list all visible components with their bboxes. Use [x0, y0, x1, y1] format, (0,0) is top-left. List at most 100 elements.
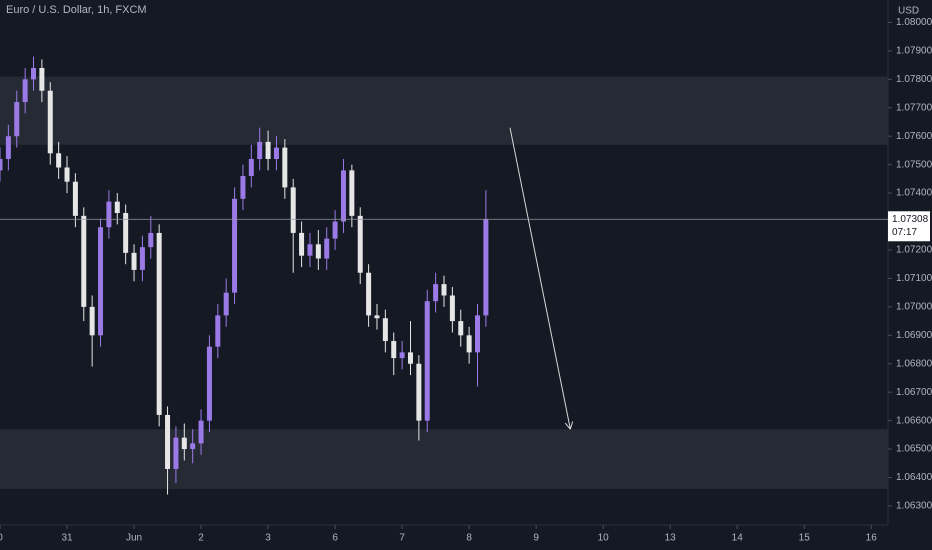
candle-body: [5, 136, 11, 159]
candle-body: [466, 335, 472, 353]
y-tick-label: 1.07500: [896, 159, 932, 170]
candle-body: [366, 272, 372, 316]
x-tick-label: 9: [533, 533, 539, 544]
arrow-line: [509, 127, 571, 430]
candle-body: [0, 158, 3, 171]
x-tick-label: 0: [0, 533, 3, 544]
candle-body: [265, 141, 271, 159]
candle-body: [324, 238, 330, 259]
candle-body: [248, 158, 254, 177]
candle-body: [232, 198, 238, 293]
y-tick-label: 1.07000: [896, 302, 932, 313]
candle-body: [223, 292, 229, 316]
candle-body: [382, 318, 388, 341]
candle-body: [391, 340, 397, 359]
x-tick-label: 6: [332, 533, 338, 544]
candle-body: [424, 301, 430, 421]
x-tick-label: 10: [598, 533, 610, 544]
y-tick-label: 1.07800: [896, 74, 932, 85]
candle-body: [257, 141, 263, 159]
candle-body: [181, 437, 187, 450]
price-axis-panel: [888, 0, 932, 550]
x-tick-label: Jun: [126, 533, 142, 544]
candle-body: [106, 201, 112, 228]
zone: [0, 429, 888, 489]
candle-body: [81, 215, 87, 307]
currency-label: USD: [898, 6, 919, 17]
candle-body: [349, 170, 355, 216]
last-price-box: [888, 211, 930, 242]
y-tick-label: 1.06400: [896, 472, 932, 483]
candle-body: [449, 295, 455, 322]
y-tick-label: 1.07900: [896, 46, 932, 57]
candle-body: [282, 147, 288, 188]
x-tick-label: 14: [732, 533, 744, 544]
countdown-label: 07:17: [892, 227, 917, 238]
x-tick-label: 13: [665, 533, 677, 544]
candle-body: [374, 315, 380, 319]
candle-body: [64, 167, 70, 182]
candle-body: [483, 219, 489, 316]
chart-title: Euro / U.S. Dollar, 1h, FXCM: [6, 4, 147, 16]
arrow-head: [569, 421, 574, 430]
candle-body: [315, 244, 321, 259]
candle-body: [290, 187, 296, 233]
y-tick-label: 1.07100: [896, 273, 932, 284]
y-tick-label: 1.06500: [896, 444, 932, 455]
candle-body: [340, 170, 346, 222]
x-tick-label: 7: [399, 533, 405, 544]
candle-body: [89, 306, 95, 336]
candle-body: [215, 315, 221, 347]
candle-body: [123, 213, 129, 253]
candle-body: [72, 181, 78, 216]
zone: [0, 76, 888, 145]
y-tick-label: 1.07400: [896, 188, 932, 199]
candle-body: [139, 247, 145, 270]
candle-body: [156, 232, 162, 415]
candle-body: [131, 252, 137, 270]
candle-body: [198, 420, 204, 444]
x-tick-label: 15: [799, 533, 811, 544]
candle-body: [399, 352, 405, 359]
y-tick-label: 1.06700: [896, 387, 932, 398]
y-tick-label: 1.06600: [896, 415, 932, 426]
candle-body: [332, 221, 338, 239]
candle-body: [433, 284, 439, 302]
candle-body: [39, 67, 45, 91]
x-tick-label: 3: [265, 533, 271, 544]
candle-body: [458, 321, 464, 336]
candle-body: [56, 153, 62, 168]
candle-body: [31, 67, 37, 80]
candle-body: [475, 315, 481, 353]
candle-body: [173, 437, 179, 469]
y-tick-label: 1.08000: [896, 17, 932, 28]
candle-body: [165, 414, 171, 469]
x-tick-label: 16: [866, 533, 878, 544]
candle-body: [14, 102, 20, 137]
candle-body: [273, 147, 279, 159]
candle-body: [206, 346, 212, 421]
candle-body: [407, 352, 413, 364]
candle-body: [22, 79, 28, 103]
y-tick-label: 1.06300: [896, 501, 932, 512]
last-price-label: 1.07308: [892, 214, 929, 225]
candle-body: [190, 443, 196, 450]
y-tick-label: 1.06800: [896, 358, 932, 369]
y-tick-label: 1.07600: [896, 131, 932, 142]
y-tick-label: 1.06900: [896, 330, 932, 341]
candle-body: [441, 284, 447, 296]
candle-body: [240, 176, 246, 199]
y-tick-label: 1.07700: [896, 102, 932, 113]
candle-body: [148, 232, 154, 248]
candle-body: [98, 227, 104, 336]
x-tick-label: 8: [466, 533, 472, 544]
candle-body: [299, 232, 305, 256]
x-tick-label: 2: [198, 533, 204, 544]
x-tick-label: 31: [61, 533, 73, 544]
candle-body: [47, 90, 53, 154]
candle-body: [416, 363, 422, 421]
y-tick-label: 1.07200: [896, 245, 932, 256]
candle-body: [307, 244, 313, 256]
